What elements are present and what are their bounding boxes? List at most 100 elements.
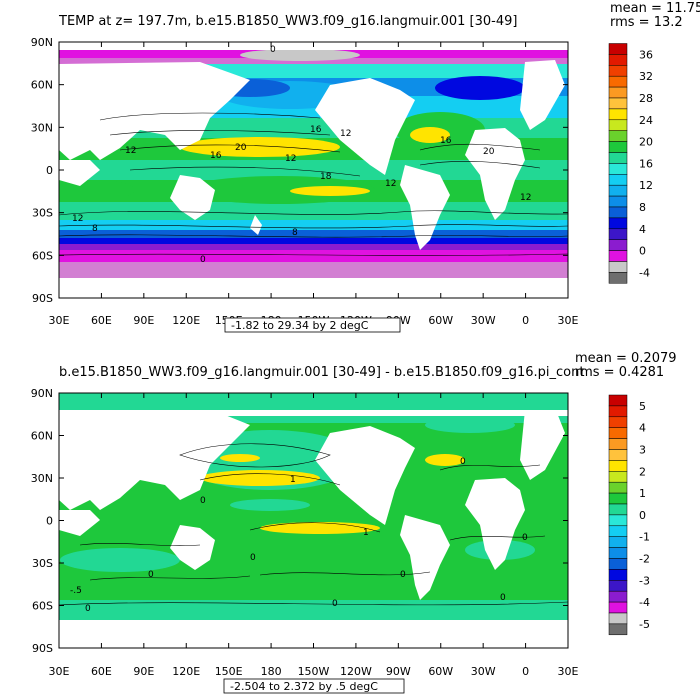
lon-label: 30E <box>558 314 579 327</box>
colorbar-swatch <box>608 503 628 516</box>
top-colorbar: 36 32 28 24 20 16 12 8 4 0 -4 <box>608 43 653 284</box>
colorbar-label: 0 <box>639 245 646 258</box>
colorbar-swatch <box>608 569 628 581</box>
contour-label: 12 <box>72 214 83 224</box>
colorbar-label: 3 <box>639 444 646 457</box>
colorbar-swatch <box>608 195 628 208</box>
colorbar-swatch <box>608 141 628 153</box>
colorbar-label: 5 <box>639 400 646 413</box>
lon-label: 60W <box>428 314 453 327</box>
contour-label: 16 <box>310 125 322 135</box>
contour-label: 12 <box>125 146 136 156</box>
colorbar-swatch <box>608 481 628 494</box>
colorbar-swatch <box>608 43 628 55</box>
colorbar-swatch <box>608 514 628 527</box>
lat-label: 0 <box>46 515 53 528</box>
top-contours <box>59 112 568 256</box>
colorbar-swatch <box>608 119 628 131</box>
colorbar-swatch <box>608 525 628 537</box>
colorbar-swatch <box>608 394 628 407</box>
contour-label: 1 <box>363 528 369 538</box>
top-stat-mean: mean = 11.75 <box>610 1 700 16</box>
colorbar-swatch <box>608 471 628 483</box>
lon-label: 60W <box>428 665 453 678</box>
lon-label: 120W <box>340 665 372 678</box>
top-stat-rms: rms = 13.2 <box>610 15 683 30</box>
colorbar-swatch <box>608 449 628 461</box>
colorbar-swatch <box>608 228 628 240</box>
colorbar-swatch <box>608 184 628 197</box>
lat-label: 30S <box>32 207 53 220</box>
colorbar-swatch <box>608 547 628 559</box>
contour-label: 12 <box>520 193 531 203</box>
colorbar-swatch <box>608 250 628 262</box>
colorbar-label: 28 <box>639 92 653 105</box>
bottom-title: b.e15.B1850_WW3.f09_g16.langmuir.001 [30… <box>59 365 584 380</box>
contour-label: 12 <box>385 179 396 189</box>
top-map-field: 0 16 12 20 16 12 18 12 8 12 0 12 16 20 1… <box>59 42 568 298</box>
lon-label: 90W <box>386 665 411 678</box>
colorbar-label: 8 <box>639 201 646 214</box>
top-panel: TEMP at z= 197.7m, b.e15.B1850_WW3.f09_g… <box>31 1 700 333</box>
colorbar-label: -4 <box>639 266 650 279</box>
contour-label: 1 <box>290 475 296 485</box>
contour-label: 0 <box>332 599 338 609</box>
contour-label: 18 <box>320 172 332 182</box>
lat-label: 60N <box>31 430 53 443</box>
lon-label: 90E <box>133 665 154 678</box>
colorbar-label: 36 <box>639 48 653 61</box>
colorbar-swatch <box>608 427 628 439</box>
colorbar-swatch <box>608 174 628 186</box>
colorbar-swatch <box>608 130 628 142</box>
colorbar-label: 0 <box>639 509 646 522</box>
lat-label: 90S <box>32 292 53 305</box>
colorbar-label: -5 <box>639 618 650 631</box>
contour-label: 0 <box>522 533 528 543</box>
colorbar-swatch <box>608 65 628 77</box>
lat-label: 30N <box>31 472 53 485</box>
colorbar-swatch <box>608 536 628 548</box>
lon-label: 0 <box>522 314 529 327</box>
colorbar-swatch <box>608 239 628 251</box>
colorbar-swatch <box>608 612 628 625</box>
contour-label: 8 <box>92 224 98 234</box>
contour-label: 0 <box>200 255 206 265</box>
contour-label: 0 <box>250 553 256 563</box>
colorbar-swatch <box>608 272 628 284</box>
contour-label: 0 <box>500 593 506 603</box>
lat-label: 90N <box>31 36 53 49</box>
colorbar-swatch <box>608 206 628 219</box>
lat-label: 90N <box>31 387 53 400</box>
lon-label: 180 <box>261 665 282 678</box>
contour-label: 0 <box>148 570 154 580</box>
colorbar-swatch <box>608 152 628 164</box>
lon-label: 120E <box>172 314 200 327</box>
top-range-box <box>224 317 401 333</box>
colorbar-swatch <box>608 558 628 570</box>
colorbar-swatch <box>608 623 628 636</box>
colorbar-label: -3 <box>639 574 650 587</box>
colorbar-label: 1 <box>639 487 646 500</box>
colorbar-label: -2 <box>639 553 650 566</box>
colorbar-swatch <box>608 54 628 66</box>
top-contour-labels: 0 16 12 20 16 12 18 12 8 12 0 12 16 20 1… <box>72 45 531 265</box>
lat-label: 60N <box>31 79 53 92</box>
colorbar-swatch <box>608 261 628 273</box>
colorbar-label: 2 <box>639 465 646 478</box>
contour-label: 12 <box>340 129 351 139</box>
colorbar-label: -4 <box>639 596 650 609</box>
contour-label: 0 <box>460 457 466 467</box>
colorbar-swatch <box>608 438 628 450</box>
lon-label: 60E <box>91 665 112 678</box>
colorbar-swatch <box>608 416 628 428</box>
colorbar-swatch <box>608 108 628 121</box>
lon-label: 30E <box>49 665 70 678</box>
contour-label: 0 <box>200 496 206 506</box>
colorbar-swatch <box>608 97 628 110</box>
contour-label: -.5 <box>70 586 82 596</box>
colorbar-swatch <box>608 163 628 175</box>
bottom-colorbar: 5 4 3 2 1 0 -1 -2 -3 -4 -5 <box>608 394 650 636</box>
colorbar-swatch <box>608 590 628 603</box>
bottom-range-box <box>223 678 405 694</box>
